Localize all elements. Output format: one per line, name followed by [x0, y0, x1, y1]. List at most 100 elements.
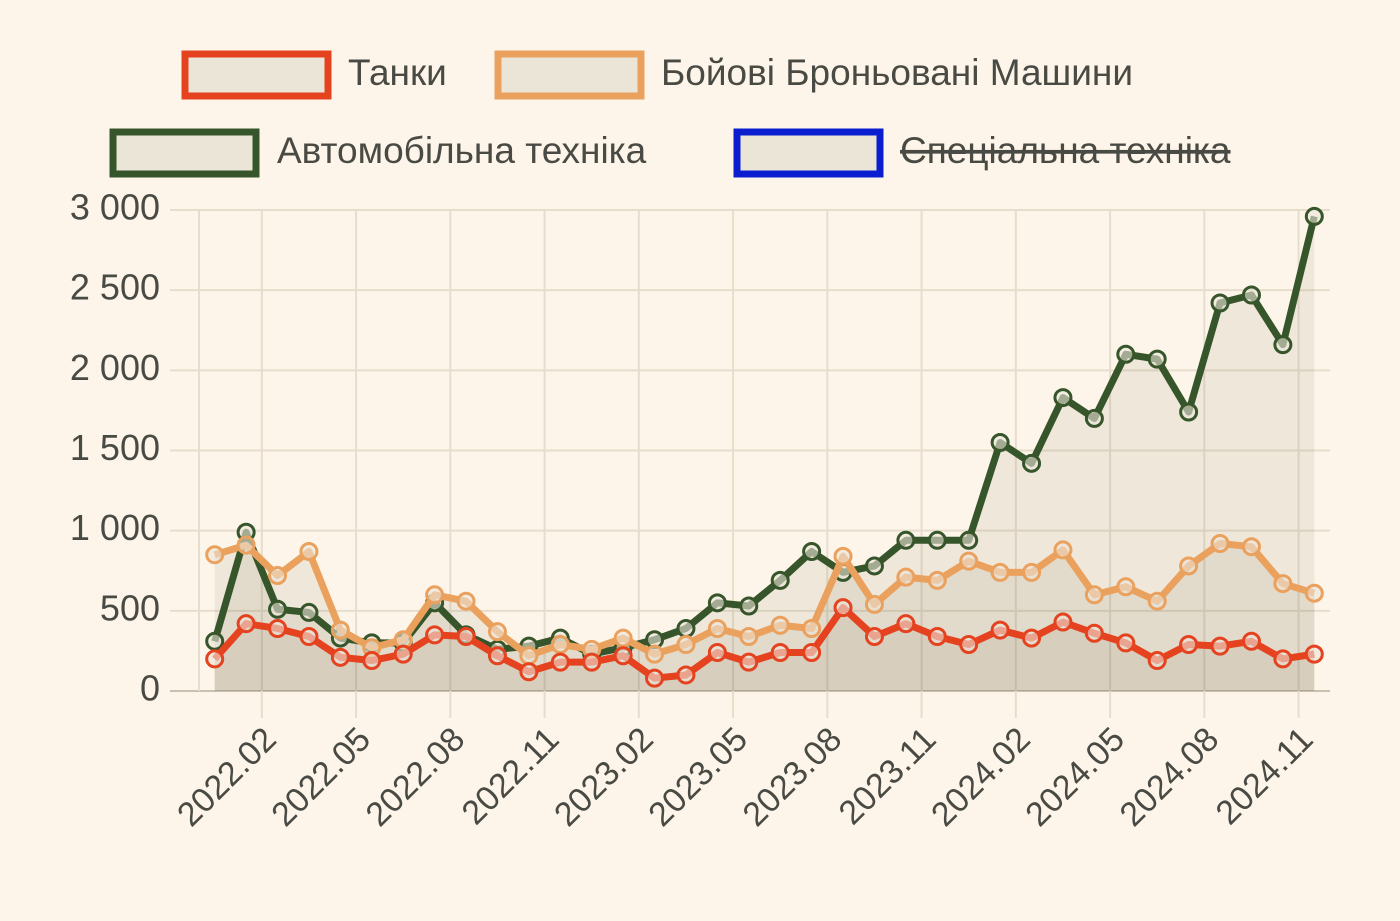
- point: [739, 652, 759, 672]
- point: [1116, 633, 1136, 653]
- point: [613, 646, 633, 666]
- point: [959, 635, 979, 655]
- point: [896, 530, 916, 550]
- point: [676, 635, 696, 655]
- area: [214, 607, 1315, 691]
- point: [927, 626, 947, 646]
- y-tick-label: 0: [140, 668, 160, 709]
- point: [236, 614, 256, 634]
- point: [1147, 591, 1167, 611]
- point: [1304, 206, 1324, 226]
- point: [330, 647, 350, 667]
- point: [1053, 612, 1073, 632]
- legend-label: Танки: [348, 52, 447, 93]
- point: [927, 530, 947, 550]
- point: [1179, 556, 1199, 576]
- legend-label: Бойові Броньовані Машини: [661, 52, 1133, 93]
- point: [676, 665, 696, 685]
- point: [268, 618, 288, 638]
- point: [770, 615, 790, 635]
- point: [833, 598, 853, 618]
- point: [864, 594, 884, 614]
- point: [802, 542, 822, 562]
- point: [645, 644, 665, 664]
- point: [582, 652, 602, 672]
- point: [425, 585, 445, 605]
- point: [707, 643, 727, 663]
- point: [1273, 574, 1293, 594]
- point: [927, 570, 947, 590]
- point: [1053, 388, 1073, 408]
- point: [770, 570, 790, 590]
- point: [1241, 631, 1261, 651]
- point: [1116, 344, 1136, 364]
- point: [802, 618, 822, 638]
- point: [864, 556, 884, 576]
- y-tick-label: 3 000: [70, 187, 160, 228]
- point: [550, 635, 570, 655]
- point: [1179, 402, 1199, 422]
- point: [770, 643, 790, 663]
- point: [896, 567, 916, 587]
- point: [990, 562, 1010, 582]
- point: [802, 643, 822, 663]
- point: [236, 535, 256, 555]
- point: [1179, 635, 1199, 655]
- point: [299, 626, 319, 646]
- point: [330, 620, 350, 640]
- point: [268, 599, 288, 619]
- y-tick-label: 1 000: [70, 507, 160, 548]
- point: [487, 646, 507, 666]
- point: [1273, 335, 1293, 355]
- point: [362, 651, 382, 671]
- legend-label: Спеціальна техніка: [900, 130, 1231, 171]
- point: [425, 625, 445, 645]
- point: [1210, 293, 1230, 313]
- point: [1022, 562, 1042, 582]
- point: [613, 628, 633, 648]
- point: [456, 591, 476, 611]
- point: [864, 626, 884, 646]
- point: [1210, 636, 1230, 656]
- point: [1022, 453, 1042, 473]
- point: [833, 546, 853, 566]
- y-tick-label: 500: [100, 587, 160, 628]
- point: [1053, 540, 1073, 560]
- y-tick-label: 2 000: [70, 347, 160, 388]
- point: [959, 551, 979, 571]
- point: [519, 662, 539, 682]
- point: [1084, 408, 1104, 428]
- point: [1147, 651, 1167, 671]
- legend-swatch: [109, 128, 260, 178]
- point: [456, 626, 476, 646]
- point: [299, 542, 319, 562]
- point: [1241, 537, 1261, 557]
- point: [990, 620, 1010, 640]
- point: [1210, 533, 1230, 553]
- point: [1147, 349, 1167, 369]
- y-tick-label: 1 500: [70, 427, 160, 468]
- point: [205, 545, 225, 565]
- point: [487, 622, 507, 642]
- point: [707, 593, 727, 613]
- legend-swatch: [733, 128, 884, 178]
- point: [739, 626, 759, 646]
- point: [299, 602, 319, 622]
- point: [550, 652, 570, 672]
- point: [1084, 623, 1104, 643]
- point: [739, 596, 759, 616]
- point: [1116, 577, 1136, 597]
- point: [519, 646, 539, 666]
- point: [896, 614, 916, 634]
- point: [205, 631, 225, 651]
- point: [707, 618, 727, 638]
- y-tick-label: 2 500: [70, 267, 160, 308]
- point: [205, 649, 225, 669]
- point: [268, 566, 288, 586]
- point: [1241, 285, 1261, 305]
- point: [393, 644, 413, 664]
- point: [676, 618, 696, 638]
- legend-label: Автомобільна техніка: [277, 130, 647, 171]
- point: [990, 432, 1010, 452]
